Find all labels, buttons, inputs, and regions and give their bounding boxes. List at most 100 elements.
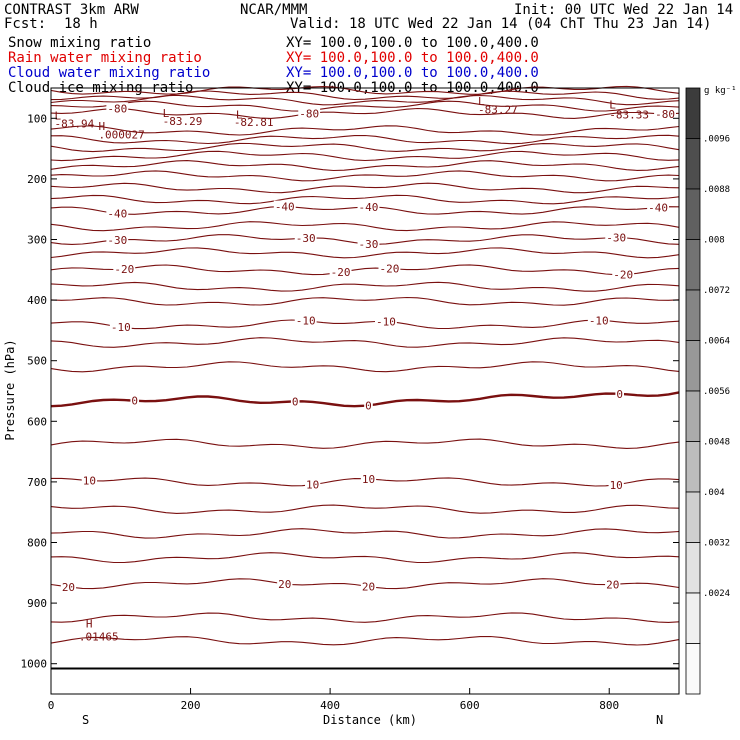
y-tick-label: 600 [27, 415, 47, 428]
contour-label-bg [587, 314, 610, 328]
x-tick-label: 800 [599, 699, 619, 712]
colorbar-label: .0032 [703, 539, 730, 549]
contour-label-bg [294, 232, 317, 246]
x-tick-label: 0 [48, 699, 55, 712]
contour-line [50, 337, 680, 348]
contour-label-bg [364, 399, 373, 413]
colorbar-swatch [685, 441, 701, 493]
colorbar-swatch [685, 289, 701, 341]
contour-label: -40 [275, 201, 295, 214]
contour-label-bg [647, 201, 670, 215]
contour-label: -10 [111, 321, 131, 334]
colorbar-label: .0056 [703, 387, 730, 397]
contour-label: -80 [299, 107, 319, 120]
colorbar-label: .0064 [703, 337, 730, 347]
colorbar-swatch [685, 390, 701, 442]
contour-line [50, 170, 680, 182]
extrema-annotation: L [163, 107, 170, 120]
field-name-snow: Snow mixing ratio [8, 35, 151, 51]
field-xy-snow: XY= 100.0,100.0 to 100.0,400.0 [286, 35, 539, 51]
contour-label: -80 [107, 103, 127, 116]
contour-line [50, 296, 680, 306]
y-axis-label: Pressure (hPa) [3, 339, 17, 440]
contour-label: -30 [107, 234, 127, 247]
plot-frame [50, 87, 680, 695]
extrema-annotation: .01465 [79, 631, 119, 644]
contour-line [50, 107, 680, 119]
y-tick-label: 900 [27, 597, 47, 610]
colorbar-swatch [685, 87, 701, 139]
y-tick-label: 1000 [21, 658, 48, 671]
extrema-annotation: -83.94 [54, 117, 94, 130]
colorbar-label: .0048 [703, 438, 730, 448]
endpoint-left-label: S [82, 713, 89, 727]
contour-label: -80 [655, 108, 675, 121]
contour-line [50, 150, 680, 162]
contour-labels: -80 -80 -80-40-40 -40 -40-30 -30 -30-30-20 -20-… [60, 102, 676, 594]
contour-label-bg [290, 395, 300, 409]
contour-label-bg [374, 315, 397, 329]
colorbar-swatch [685, 491, 701, 543]
x-tick-label: 400 [320, 699, 340, 712]
contour-label: -30 [606, 232, 626, 245]
contour-label-bg [615, 387, 625, 401]
contour-line [50, 264, 680, 276]
extrema-annotation: -83.29 [163, 115, 203, 128]
contour-label: 0 [292, 395, 299, 408]
contour-line [50, 182, 680, 194]
contour-label-bg [329, 266, 352, 280]
endpoint-right-label: N [656, 713, 663, 727]
field-name-rain: Rain water mixing ratio [8, 50, 202, 66]
colorbar-swatch [685, 542, 701, 594]
extrema-annotation: -83.27 [478, 103, 518, 116]
y-tick-label: 800 [27, 537, 47, 550]
contour-line [50, 94, 680, 106]
contour-label: -40 [648, 201, 668, 214]
x-axis: 0 200 400 600 800 [48, 688, 619, 712]
contour-label-bg [605, 578, 621, 592]
contour-label-bg [357, 238, 380, 252]
init-time: Init: 00 UTC Wed 22 Jan 14 [514, 2, 733, 18]
contour-label: -10 [589, 314, 609, 327]
contour-line [50, 100, 680, 112]
extrema-annotation: H [86, 617, 93, 630]
contour-label-bg [357, 200, 380, 214]
extrema-annotation: -82.81 [234, 116, 274, 129]
y-tick-label: 100 [27, 112, 47, 125]
contour-line [50, 194, 680, 205]
contour-label: -10 [376, 316, 396, 329]
fcst-value: 18 h [64, 16, 98, 32]
contour-label-bg [305, 478, 321, 492]
contour-label: -20 [331, 266, 351, 279]
y-tick-label: 500 [27, 355, 47, 368]
colorbar-swatch [685, 340, 701, 392]
colorbar-label: .0072 [703, 286, 730, 296]
contour-line [50, 504, 680, 514]
contour-label: -10 [296, 315, 316, 328]
colorbar-label: .008 [703, 236, 725, 246]
colorbar-label: .004 [703, 488, 725, 498]
contour-label: 0 [131, 395, 138, 408]
colorbar-label: .0088 [703, 185, 730, 195]
contour-line [50, 361, 680, 373]
fcst-label: Fcst: [4, 16, 46, 32]
field-xy-rain: XY= 100.0,100.0 to 100.0,400.0 [286, 50, 539, 66]
contour-label-bg [605, 231, 628, 245]
extrema-annotation: L [609, 99, 616, 112]
y-tick-label: 300 [27, 234, 47, 247]
colorbar-label: .0024 [703, 589, 730, 599]
extrema-annotation: L [236, 108, 243, 121]
contour-label: 20 [278, 578, 291, 591]
contour-label: 0 [365, 399, 372, 412]
contour-label-bg [106, 207, 129, 221]
colorbar-label: .0096 [703, 135, 730, 145]
contour-label-bg [654, 107, 676, 121]
contour-label-bg [109, 321, 132, 335]
valid-time: Valid: 18 UTC Wed 22 Jan 14 (04 ChT Thu … [290, 16, 711, 32]
contour-label-bg [60, 580, 77, 594]
contour-label: 10 [306, 479, 319, 492]
colorbar: g kg⁻¹ .0096 .0088 .008 .0072 .0064 .0056 .004… [685, 86, 737, 695]
contour-label-bg [298, 107, 321, 121]
